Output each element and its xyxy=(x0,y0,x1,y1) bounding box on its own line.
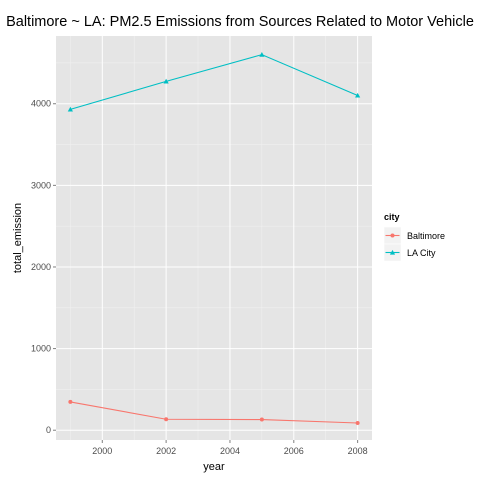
x-tick-label: 2000 xyxy=(92,446,112,456)
y-axis-title: total_emission xyxy=(12,203,24,273)
legend-key-marker-baltimore xyxy=(390,233,395,238)
legend-title: city xyxy=(384,212,400,222)
series-line-baltimore xyxy=(70,401,358,424)
data-point-baltimore xyxy=(259,417,264,422)
x-axis-title: year xyxy=(203,461,225,473)
x-tick-label: 2004 xyxy=(220,446,240,456)
data-point-baltimore xyxy=(355,421,360,426)
legend-key-marker-la-city xyxy=(389,249,396,255)
data-point-la-city xyxy=(259,52,265,57)
y-tick-label: 3000 xyxy=(31,180,51,190)
x-tick-label: 2002 xyxy=(156,446,176,456)
data-point-la-city xyxy=(355,92,361,98)
data-point-baltimore xyxy=(164,417,169,422)
data-point-la-city xyxy=(163,78,169,84)
y-tick-label: 1000 xyxy=(31,344,51,354)
data-point-la-city xyxy=(67,106,73,112)
y-tick-label: 0 xyxy=(46,425,51,435)
x-tick-label: 2008 xyxy=(348,446,368,456)
chart-title: Baltimore ~ LA: PM2.5 Emissions from Sou… xyxy=(6,14,474,30)
series-line-la-city xyxy=(70,54,358,110)
y-tick-label: 2000 xyxy=(31,262,51,272)
y-tick-label: 4000 xyxy=(31,99,51,109)
x-tick-label: 2006 xyxy=(284,446,304,456)
data-point-baltimore xyxy=(68,399,73,404)
plot-panel xyxy=(56,36,372,440)
legend-label-la-city: LA City xyxy=(407,248,436,258)
legend-label-baltimore: Baltimore xyxy=(407,231,445,241)
